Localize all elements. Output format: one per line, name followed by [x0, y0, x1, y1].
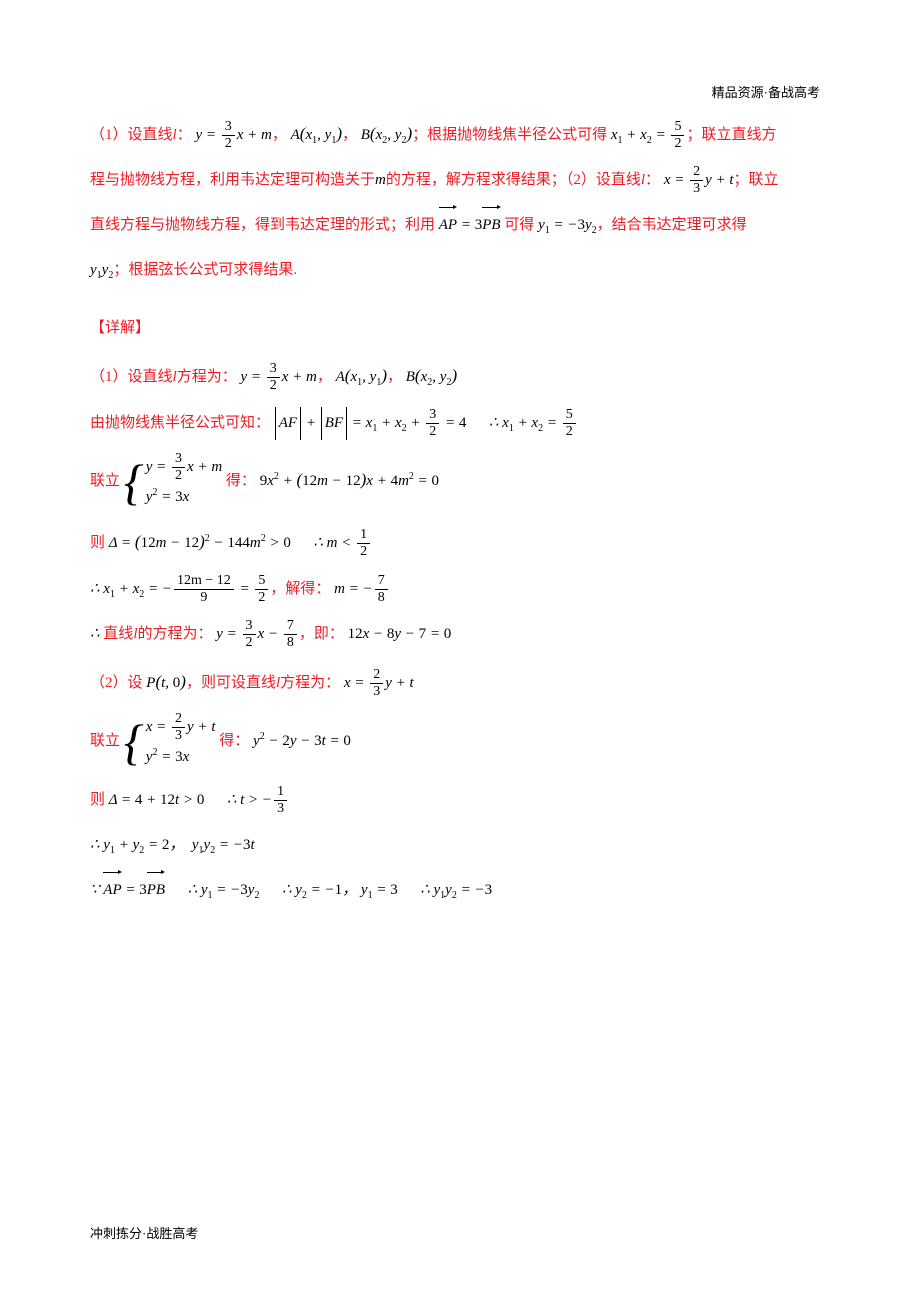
text: 则 — [90, 792, 105, 808]
text: 程与抛物线方程，利用韦达定理可构造关于 — [90, 172, 375, 188]
text: （1）设直线 — [90, 127, 173, 143]
text: ；联立 — [734, 172, 779, 188]
system-2: 联立 { x = 23y + t y2 = 3x 得： y2 − 2y − 3t… — [90, 712, 830, 772]
text: ，即： — [299, 626, 344, 642]
text: ；根据弦长公式可求得结果. — [113, 262, 297, 278]
solve-m: ∴ x1 + x2 = −12m − 129 = 52，解得： m = −78 — [90, 573, 830, 606]
text: ， — [272, 127, 287, 143]
vieta-y: ∴ y1 + y2 = 2， y1y2 = −3t — [90, 829, 830, 862]
text: 得： — [219, 733, 249, 749]
text: ， — [317, 369, 332, 385]
intro-line-3: 直线方程与抛物线方程，得到韦达定理的形式；利用 AP = 3PB 可得 y1 =… — [90, 209, 830, 242]
intro-line-2: 程与抛物线方程，利用韦达定理可构造关于m的方程，解方程求得结果；（2）设直线l：… — [90, 164, 830, 197]
detail-heading: 【详解】 — [90, 312, 830, 345]
text: 联立 — [90, 733, 120, 749]
text: 由抛物线焦半径公式可知： — [90, 415, 270, 431]
intro-line-1: （1）设直线l： y = 32x + m， A(x1, y1)， B(x2, y… — [90, 115, 830, 152]
intro-line-4: y1y2；根据弦长公式可求得结果. — [90, 254, 830, 287]
text: ；联立直线方 — [686, 127, 776, 143]
text: ： — [645, 172, 660, 188]
text: （1）设直线 — [90, 369, 173, 385]
text: （2）设 — [90, 675, 143, 691]
text: 的方程为： — [137, 626, 212, 642]
part1-setup: （1）设直线l方程为： y = 32x + m， A(x1, y1)， B(x2… — [90, 357, 830, 394]
text: ，结合韦达定理可求得 — [597, 217, 747, 233]
discriminant-2: 则 Δ = 4 + 12t > 0 ∴ t > −13 — [90, 784, 830, 817]
line-equation: ∴ 直线l的方程为： y = 32x − 78，即： 12x − 8y − 7 … — [90, 618, 830, 651]
text: ： — [177, 127, 192, 143]
discriminant-1: 则 Δ = (12m − 12)2 − 144m2 > 0 ∴ m < 12 — [90, 523, 830, 560]
text: 可得 — [504, 217, 534, 233]
text: 则 — [90, 535, 105, 551]
text: 的方程，解方程求得结果；（2）设直线 — [386, 172, 641, 188]
text: 直线方程与抛物线方程，得到韦达定理的形式；利用 — [90, 217, 435, 233]
text: 得： — [226, 473, 256, 489]
text: 方程为： — [280, 675, 340, 691]
page-footer: 冲刺拣分·战胜高考 — [90, 1223, 198, 1242]
text: ；根据抛物线焦半径公式可得 — [412, 127, 607, 143]
text: ， — [342, 127, 357, 143]
text: 联立 — [90, 473, 120, 489]
text: ，解得： — [270, 581, 330, 597]
page-header: 精品资源·备战高考 — [712, 82, 820, 101]
text: 直线 — [103, 626, 133, 642]
text: 方程为： — [177, 369, 237, 385]
part2-setup: （2）设 P(t, 0)，则可设直线l方程为： x = 23y + t — [90, 663, 830, 700]
system-1: 联立 { y = 32x + m y2 = 3x 得： 9x2 + (12m −… — [90, 452, 830, 512]
text: ，则可设直线 — [186, 675, 276, 691]
document-content: （1）设直线l： y = 32x + m， A(x1, y1)， B(x2, y… — [90, 115, 830, 907]
focal-radius: 由抛物线焦半径公式可知： AF + BF = x1 + x2 + 32 = 4 … — [90, 407, 830, 440]
final-line: ∵ AP = 3PB ∴ y1 = −3y2 ∴ y2 = −1， y1 = 3… — [90, 874, 830, 907]
text: ， — [387, 369, 402, 385]
